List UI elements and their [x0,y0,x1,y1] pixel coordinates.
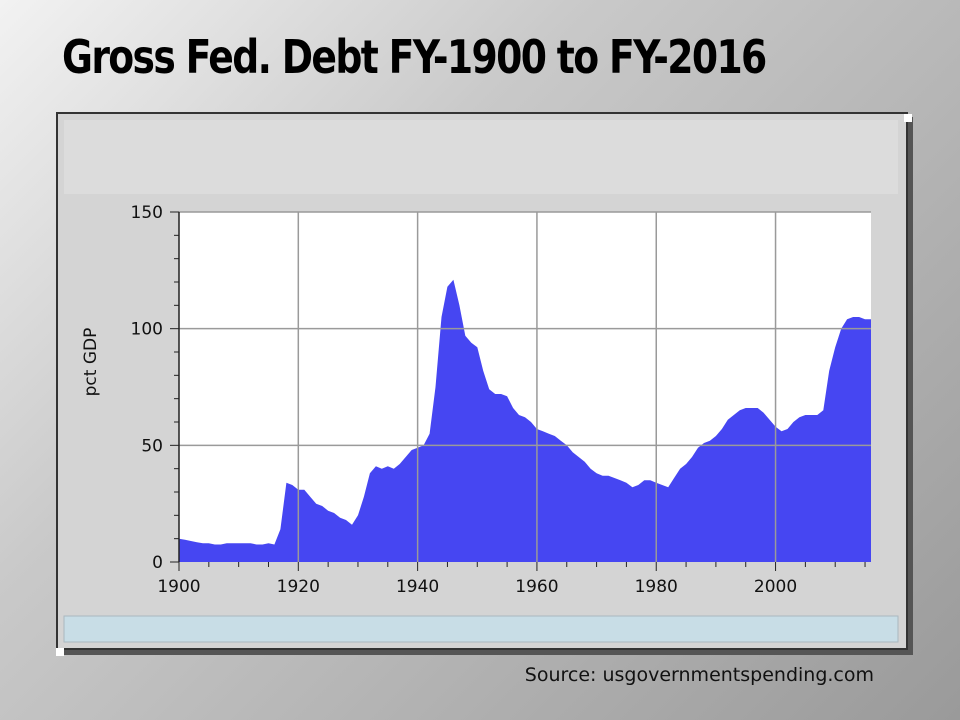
debt-area-chart: 0 50 100 150 1900 1920 1940 1960 1980 2000 pct GDP [63,120,899,643]
x-tick-label-1940: 1940 [396,577,439,597]
chart-footer-band [63,615,899,643]
y-tick-label-100: 100 [131,320,163,340]
x-tick-label-1960: 1960 [515,577,558,597]
frame-corner-dot-top-right [904,114,912,122]
chart-frame: 0 50 100 150 1900 1920 1940 1960 1980 2000 pct GDP [56,112,908,650]
x-tick-label-1980: 1980 [635,577,678,597]
y-axis-title: pct GDP [81,328,101,397]
debt-area-series [179,279,871,562]
y-tick-label-50: 50 [141,436,163,456]
x-tick-label-1900: 1900 [157,577,200,597]
y-tick-label-150: 150 [131,203,163,223]
y-tick-label-0: 0 [152,553,163,573]
x-tick-label-1920: 1920 [277,577,320,597]
chart-header-band [64,120,898,194]
x-tick-label-2000: 2000 [754,577,797,597]
frame-corner-dot-bottom-left [56,648,64,656]
slide-title: Gross Fed. Debt FY-1900 to FY-2016 [62,30,767,84]
source-caption: Source: usgovernmentspending.com [524,664,874,686]
